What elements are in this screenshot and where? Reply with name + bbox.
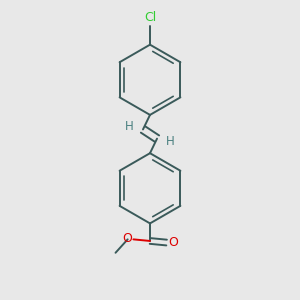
Text: O: O <box>169 236 178 249</box>
Text: O: O <box>122 232 132 245</box>
Text: Cl: Cl <box>144 11 156 24</box>
Text: H: H <box>166 135 175 148</box>
Text: H: H <box>125 120 134 134</box>
